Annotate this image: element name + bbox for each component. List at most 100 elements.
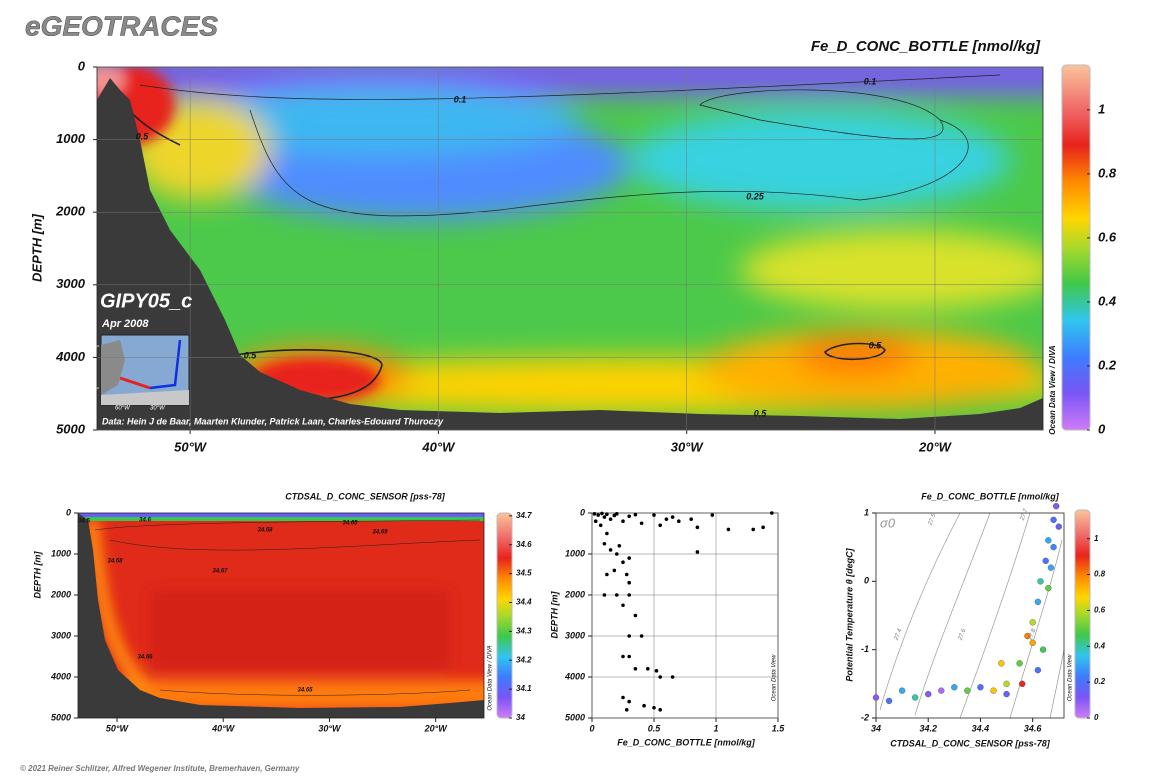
y-tick-label: 1	[864, 507, 869, 517]
data-point	[1047, 564, 1055, 571]
watermark: Ocean Data View	[1068, 654, 1074, 701]
data-source: Data: Hein J de Baar, Maarten Klunder, P…	[102, 416, 444, 426]
data-point	[658, 675, 662, 679]
plot-frame	[591, 512, 779, 719]
data-point	[1029, 619, 1036, 626]
chart-title: Fe_D_CONC_BOTTLE [nmol/kg]	[921, 491, 1060, 501]
data-point	[1042, 557, 1049, 564]
contour-label: 34.6	[139, 518, 151, 524]
data-point	[658, 708, 662, 712]
page-title: eGEOTRACES	[25, 10, 218, 41]
x-tick-label: 20°W	[424, 723, 449, 733]
colorbar-tick-label: 0.4	[1098, 293, 1117, 308]
colorbar-tick-label: 34.7	[516, 511, 532, 520]
data-point	[1034, 598, 1042, 605]
data-point	[633, 512, 638, 517]
data-point	[621, 519, 625, 523]
data-point	[627, 654, 631, 659]
y-tick-label: 4000	[564, 671, 585, 681]
data-point	[605, 572, 609, 577]
x-tick-label: 1	[713, 723, 718, 733]
contour-label: 0.5	[136, 131, 150, 141]
data-point	[596, 513, 600, 517]
data-point	[605, 512, 609, 517]
contour-label: 34.5	[78, 519, 90, 525]
x-tick-label: 50°W	[106, 723, 130, 733]
watermark: Ocean Data View / DIVA	[488, 645, 494, 710]
contour-label: 0.5	[869, 340, 883, 350]
x-tick-label: 34.2	[919, 723, 937, 733]
inset-label: 30°W	[150, 406, 166, 412]
data-point	[912, 694, 919, 701]
y-axis-label: DEPTH [m]	[32, 550, 42, 598]
data-point	[627, 634, 631, 638]
y-tick-label: 0	[78, 58, 86, 73]
contour-label: 34.67	[212, 569, 228, 575]
data-point	[621, 560, 625, 564]
plot-frame	[875, 512, 1065, 719]
isopycnal-label: 27.6	[957, 628, 967, 643]
data-point	[633, 667, 638, 671]
data-point	[642, 703, 646, 708]
cruise-date: Apr 2008	[101, 318, 149, 330]
data-point	[593, 519, 598, 523]
x-tick-label: 40°W	[211, 723, 236, 733]
data-point	[1053, 503, 1060, 510]
data-point	[602, 593, 607, 597]
y-tick-label: 2000	[50, 589, 71, 599]
data-point	[652, 513, 656, 517]
data-point	[633, 613, 638, 618]
data-point	[751, 527, 755, 532]
data-point	[1055, 523, 1062, 530]
data-point	[615, 512, 619, 516]
y-tick-label: 0	[66, 507, 71, 517]
data-point	[598, 523, 603, 528]
data-point	[602, 515, 607, 519]
data-point	[1003, 680, 1010, 687]
colorbar-tick-label: 0.6	[1094, 606, 1106, 615]
inset-label: 60°W	[115, 406, 131, 412]
x-tick-label: 50°W	[174, 439, 208, 454]
data-point	[1016, 660, 1023, 667]
y-tick-label: 0	[864, 576, 869, 586]
data-point	[615, 552, 619, 556]
data-point	[670, 515, 675, 519]
y-axis-label: Potential Temperature θ [degC]	[844, 547, 854, 681]
inset-label: 70°	[90, 388, 100, 394]
data-point	[621, 654, 625, 659]
data-point	[1019, 680, 1026, 687]
contour-label: 34.69	[372, 530, 388, 536]
data-point	[600, 511, 604, 516]
y-tick-label: 5000	[51, 712, 71, 722]
isopycnal-label: 27.5	[927, 513, 937, 528]
colorbar-tick-label: 0.8	[1098, 165, 1117, 180]
isopycnal-label: 27.4	[893, 628, 903, 643]
inset-label: 40°	[90, 346, 100, 352]
data-point	[652, 705, 656, 710]
data-point	[627, 556, 631, 560]
colorbar-tick-label: 0.8	[1094, 570, 1106, 579]
contour-label: 0.5	[754, 408, 768, 418]
field-main	[97, 67, 1043, 430]
data-point	[1045, 537, 1052, 544]
watermark: Ocean Data View	[772, 654, 778, 701]
data-point	[710, 513, 715, 517]
contour-label: 34.66	[137, 655, 153, 661]
y-tick-label: 0	[580, 507, 585, 517]
data-point	[677, 519, 681, 523]
data-point	[770, 511, 774, 515]
data-point	[726, 527, 731, 532]
x-tick-label: 30°W	[318, 723, 342, 733]
watermark: Ocean Data View / DIVA	[1048, 345, 1057, 435]
data-point	[602, 541, 607, 546]
y-tick-label: -2	[861, 712, 869, 722]
field-salinity	[78, 513, 484, 718]
cruise-label: GIPY05_c	[100, 290, 192, 312]
y-axis-label: DEPTH [m]	[29, 213, 44, 282]
contour-label: 0.1	[454, 94, 467, 104]
y-tick-label: 3000	[56, 276, 86, 291]
y-tick-label: -1	[861, 644, 869, 654]
data-point	[621, 695, 625, 700]
y-tick-label: 5000	[56, 421, 86, 436]
